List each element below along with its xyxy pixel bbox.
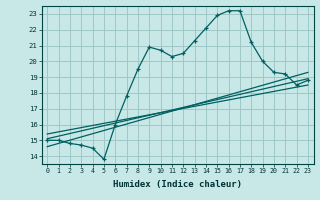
X-axis label: Humidex (Indice chaleur): Humidex (Indice chaleur) xyxy=(113,180,242,189)
